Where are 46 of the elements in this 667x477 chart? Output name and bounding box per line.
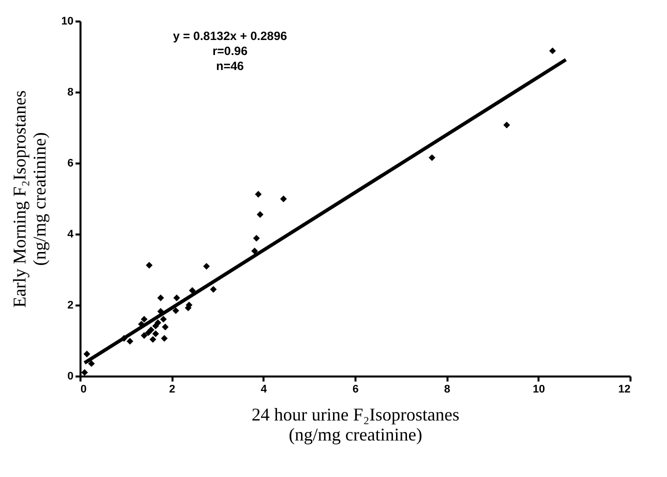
x-tick-label: 4 bbox=[260, 384, 268, 396]
point bbox=[157, 294, 164, 302]
point bbox=[173, 294, 180, 302]
point bbox=[428, 154, 436, 162]
point bbox=[148, 326, 154, 334]
point bbox=[251, 248, 258, 254]
point bbox=[256, 211, 264, 218]
annotation: y = 0.8132x + 0.2896 bbox=[172, 29, 288, 43]
point bbox=[188, 287, 196, 294]
point bbox=[503, 122, 510, 128]
y-tick-label: 0 bbox=[67, 370, 74, 382]
point bbox=[84, 350, 90, 358]
point bbox=[172, 307, 180, 314]
x-tick-label: 10 bbox=[532, 384, 545, 396]
point bbox=[162, 324, 169, 330]
point bbox=[140, 316, 148, 323]
point bbox=[152, 330, 159, 338]
point bbox=[154, 319, 162, 326]
x-tick-label: 0 bbox=[80, 384, 87, 396]
x-tick-label: 8 bbox=[444, 384, 450, 396]
y-tick-label: 2 bbox=[67, 300, 74, 312]
y-tick-label: 6 bbox=[67, 158, 74, 170]
point bbox=[88, 360, 95, 367]
point bbox=[210, 286, 217, 293]
point bbox=[254, 190, 262, 198]
point bbox=[146, 262, 153, 269]
x-tick-label: 6 bbox=[352, 384, 359, 396]
point bbox=[160, 335, 168, 342]
point bbox=[126, 338, 134, 345]
x-tick-label: 2 bbox=[169, 384, 176, 396]
y-tick-label: 10 bbox=[61, 16, 74, 28]
point bbox=[203, 262, 210, 270]
x-axis-title: 24 hour urine F₂Isoprostanes (ng/mg creatinine) bbox=[252, 404, 460, 444]
annotation: r=0.96 bbox=[212, 44, 248, 58]
point bbox=[150, 336, 156, 343]
point bbox=[253, 234, 260, 242]
y-tick-label: 4 bbox=[67, 228, 74, 240]
point bbox=[160, 316, 167, 323]
point bbox=[549, 47, 556, 54]
y-axis-title: Early Morning F₂Isoprostanes (ng/mg creatinine) bbox=[9, 90, 50, 308]
y-tick-label: 8 bbox=[67, 86, 74, 98]
point bbox=[140, 332, 148, 339]
point bbox=[280, 196, 287, 202]
point bbox=[81, 369, 88, 376]
x-tick-label: 12 bbox=[618, 384, 630, 396]
annotation: n=46 bbox=[216, 59, 244, 73]
